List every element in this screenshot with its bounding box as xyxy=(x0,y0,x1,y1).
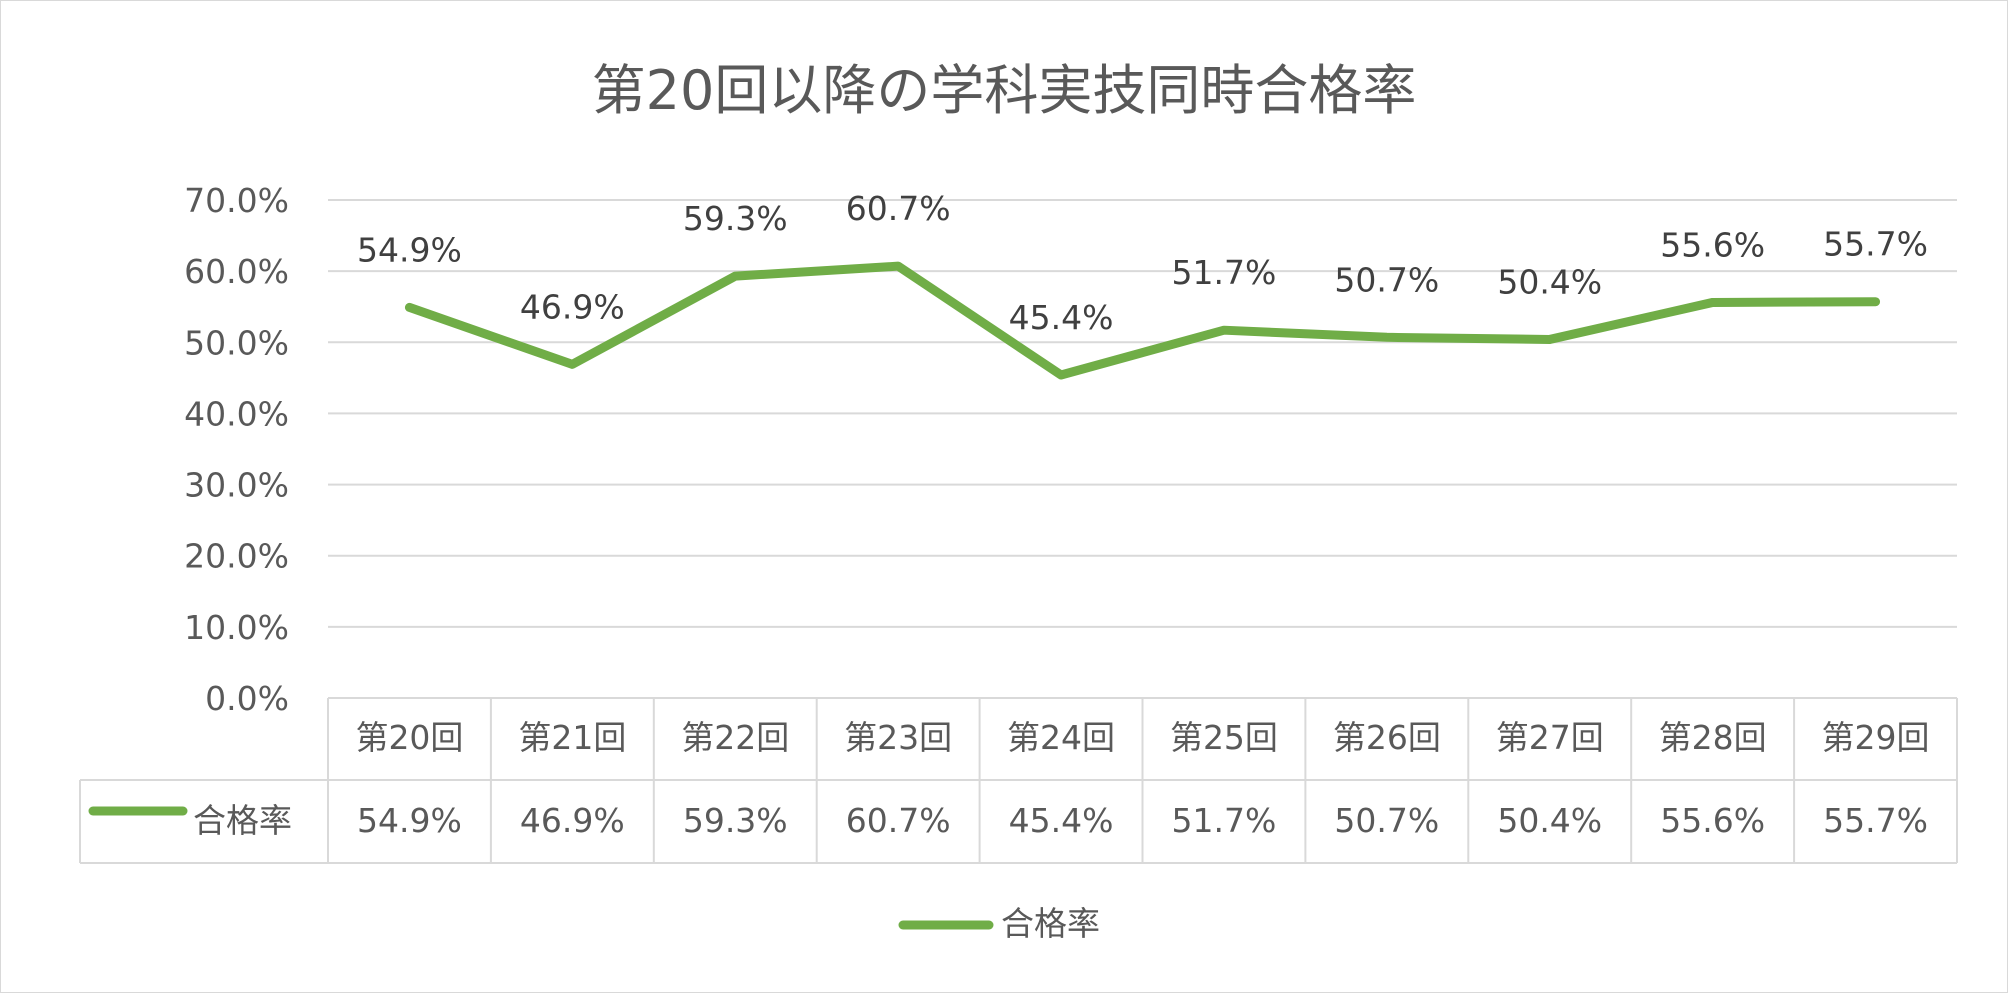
x-tick-label: 第25回 xyxy=(1170,718,1278,757)
x-tick-label: 第24回 xyxy=(1007,718,1115,757)
table-cell-value: 55.7% xyxy=(1823,801,1928,840)
table-cell-value: 60.7% xyxy=(846,801,951,840)
data-labels: 54.9% 46.9% 59.3% 60.7% 45.4% 51.7% 50.7% 50.4%… xyxy=(357,189,1928,337)
table-cell-value: 54.9% xyxy=(357,801,462,840)
data-point xyxy=(568,360,577,369)
table-cell-value: 46.9% xyxy=(520,801,625,840)
series-line xyxy=(404,261,1881,380)
data-label: 51.7% xyxy=(1172,253,1277,292)
data-label: 50.4% xyxy=(1497,262,1602,301)
y-tick-label: 60.0% xyxy=(184,252,289,291)
data-label: 50.7% xyxy=(1334,260,1439,299)
x-tick-label: 第22回 xyxy=(681,718,789,757)
x-tick-label: 第29回 xyxy=(1822,718,1930,757)
table-cell-value: 50.7% xyxy=(1334,801,1439,840)
table-cell-value: 59.3% xyxy=(683,801,788,840)
y-tick-label: 70.0% xyxy=(184,181,289,220)
data-point xyxy=(405,303,414,312)
y-tick-label: 10.0% xyxy=(184,608,289,647)
data-point xyxy=(1219,326,1228,335)
y-tick-label: 20.0% xyxy=(184,537,289,576)
gridlines xyxy=(328,199,1957,699)
legend: 合格率 xyxy=(898,904,1100,943)
table-cell-value: 50.4% xyxy=(1497,801,1602,840)
x-tick-label: 第23回 xyxy=(844,718,952,757)
series-layer xyxy=(404,261,1881,380)
chart-title: 第20回以降の学科実技同時合格率 xyxy=(592,59,1417,122)
data-point xyxy=(1871,297,1880,306)
table-cell-value: 55.6% xyxy=(1660,801,1765,840)
data-label: 45.4% xyxy=(1009,298,1114,337)
data-point xyxy=(1708,298,1717,307)
data-table: 第20回 54.9% 第21回 46.9% 第22回 59.3% 第23回 60.7% 第24回… xyxy=(79,698,1958,864)
y-tick-label: 30.0% xyxy=(184,466,289,505)
data-point xyxy=(1545,335,1554,344)
x-tick-label: 第26回 xyxy=(1333,718,1441,757)
y-tick-label: 40.0% xyxy=(184,394,289,433)
data-point xyxy=(1382,333,1391,342)
x-tick-label: 第21回 xyxy=(518,718,626,757)
data-label: 55.7% xyxy=(1823,225,1928,264)
data-point xyxy=(731,272,740,281)
table-cell-value: 45.4% xyxy=(1009,801,1114,840)
y-axis-ticks: 0.0% 10.0% 20.0% 30.0% 40.0% 50.0% 60.0% 70.0% xyxy=(184,181,289,718)
x-tick-label: 第20回 xyxy=(355,718,463,757)
data-point xyxy=(1057,371,1066,380)
x-tick-label: 第28回 xyxy=(1659,718,1767,757)
data-label: 46.9% xyxy=(520,287,625,326)
y-tick-label: 0.0% xyxy=(205,679,289,718)
data-point xyxy=(894,262,903,271)
y-tick-label: 50.0% xyxy=(184,323,289,362)
table-series-name: 合格率 xyxy=(193,801,292,840)
data-label: 54.9% xyxy=(357,230,462,269)
x-tick-label: 第27回 xyxy=(1496,718,1604,757)
data-label: 55.6% xyxy=(1660,225,1765,264)
legend-label: 合格率 xyxy=(1001,904,1100,943)
data-label: 60.7% xyxy=(846,189,951,228)
table-cell-value: 51.7% xyxy=(1172,801,1277,840)
data-label: 59.3% xyxy=(683,199,788,238)
